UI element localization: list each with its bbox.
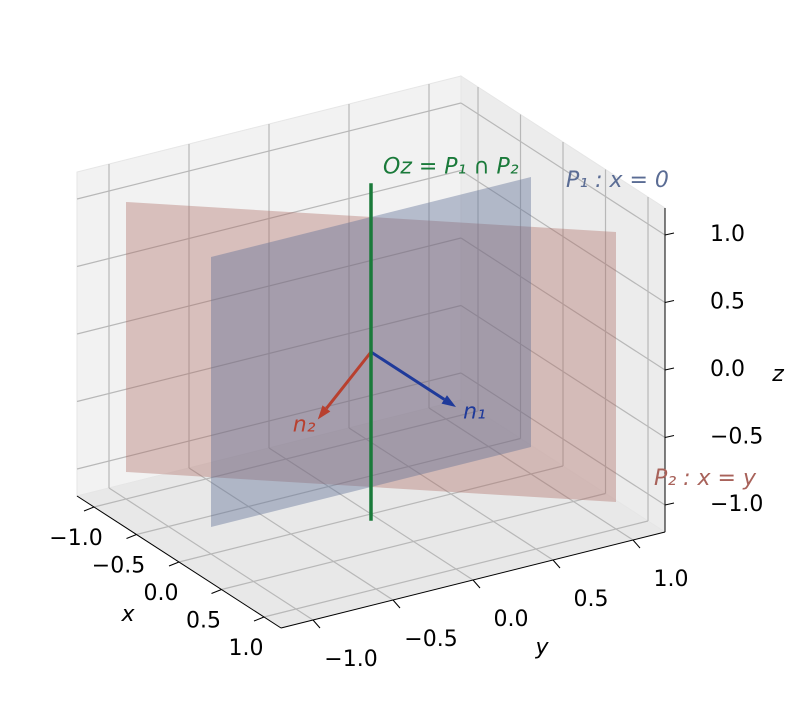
grid-line: [460, 169, 666, 304]
x-tick-label: −0.5: [92, 554, 145, 579]
x-axis-label: x: [120, 602, 135, 627]
z-axis-label: z: [771, 362, 784, 387]
x-tick-label: 0.0: [144, 581, 179, 606]
z-tick-label: −0.5: [710, 425, 763, 450]
x-tick: [211, 589, 222, 594]
arrow-head: [317, 405, 331, 420]
z-tick-label: −1.0: [710, 492, 763, 517]
x-tick: [168, 561, 180, 567]
x-tick: [253, 616, 265, 622]
y-tick-label: −1.0: [324, 647, 377, 672]
z-tick: [664, 367, 675, 371]
z-tick: [664, 300, 675, 303]
plane-label: P₂ : x = y: [654, 466, 757, 491]
vector: [325, 351, 373, 410]
grid-line: [188, 467, 394, 601]
arrow-head: [441, 395, 456, 407]
y-tick: [312, 619, 321, 629]
grid-line: [460, 237, 666, 371]
grid-line: [76, 237, 462, 335]
grid-line: [108, 487, 314, 621]
grid-line: [76, 304, 462, 403]
y-tick: [632, 539, 641, 549]
grid-line: [76, 372, 462, 470]
z-tick: [664, 435, 675, 438]
y-tick: [552, 559, 561, 569]
plane-label: P₁ : x = 0: [566, 168, 669, 193]
z-tick-label: 0.0: [710, 357, 745, 382]
x-tick-label: −1.0: [49, 526, 102, 551]
z-tick: [664, 502, 675, 506]
y-tick: [472, 579, 481, 589]
line-label: Oz = P₁ ∩ P₂: [383, 154, 519, 179]
y-tick-label: −0.5: [404, 627, 457, 652]
grid-line: [428, 407, 634, 541]
x-tick-label: 1.0: [229, 636, 264, 661]
grid-line: [460, 372, 666, 506]
y-tick: [392, 599, 401, 609]
x-tick: [83, 506, 95, 512]
y-tick-label: 1.0: [654, 567, 689, 592]
grid-line: [460, 102, 666, 236]
y-axis-label: y: [534, 635, 549, 660]
x-tick-label: 0.5: [186, 609, 221, 634]
vector: [370, 350, 446, 401]
z-tick: [664, 232, 675, 236]
z-tick-label: 0.5: [710, 290, 745, 315]
grid-line: [348, 427, 554, 561]
z-tick-label: 1.0: [710, 222, 745, 247]
x-tick: [126, 534, 137, 539]
y-tick-label: 0.0: [494, 607, 529, 632]
vector-label: n₁: [463, 399, 486, 424]
grid-line: [76, 102, 462, 200]
grid-line: [76, 169, 462, 268]
vector-label: n₂: [293, 412, 316, 437]
y-tick-label: 0.5: [574, 587, 609, 612]
grid-line: [460, 304, 666, 439]
